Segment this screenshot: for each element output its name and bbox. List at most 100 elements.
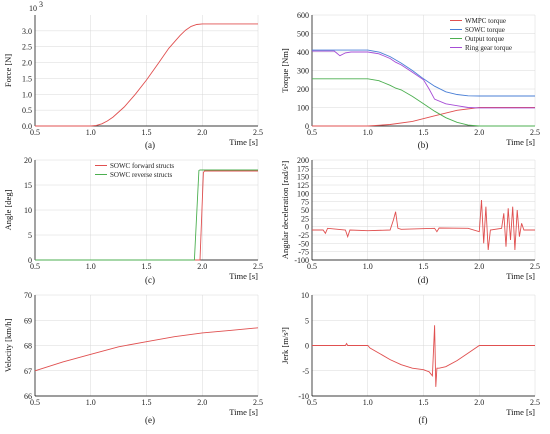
y-tick-label: -25 bbox=[298, 231, 309, 240]
x-tick-label: 2.0 bbox=[197, 262, 207, 271]
legend-label: SOWC forward structs bbox=[110, 162, 174, 170]
y-axis-label: Torque [Nm] bbox=[280, 48, 290, 93]
x-axis-label: Time [s] bbox=[506, 271, 535, 281]
y-tick-label: 15 bbox=[24, 181, 32, 190]
y-tick-label: 0.5 bbox=[22, 106, 32, 115]
y-tick-label: 300 bbox=[297, 67, 309, 76]
legend-label: Output torque bbox=[465, 35, 504, 43]
y-tick-label: 1.5 bbox=[22, 74, 32, 83]
y-tick-label: 20 bbox=[24, 156, 32, 165]
x-axis-label: Time [s] bbox=[229, 137, 258, 147]
x-tick-label: 2.5 bbox=[253, 128, 263, 137]
y-tick-label: 400 bbox=[297, 48, 309, 57]
y-tick-label: 50 bbox=[301, 206, 309, 215]
legend-label: WMPC torque bbox=[465, 17, 506, 25]
y-tick-label: 0 bbox=[305, 122, 309, 131]
axis-exponent: 10 bbox=[29, 4, 37, 13]
series-line bbox=[312, 49, 535, 97]
x-tick-label: 1.5 bbox=[142, 262, 152, 271]
x-tick-label: 2.0 bbox=[474, 398, 484, 407]
y-axis-label: Force [N] bbox=[3, 54, 13, 87]
x-tick-label: 2.5 bbox=[530, 262, 540, 271]
x-tick-label: 1.5 bbox=[419, 128, 429, 137]
x-tick-label: 2.0 bbox=[474, 128, 484, 137]
x-axis-label: Time [s] bbox=[229, 407, 258, 417]
x-tick-label: 2.0 bbox=[474, 262, 484, 271]
x-axis-label: Time [s] bbox=[506, 137, 535, 147]
y-tick-label: 3.0 bbox=[22, 27, 32, 36]
series-line bbox=[312, 325, 535, 387]
x-tick-label: 1.0 bbox=[86, 398, 96, 407]
y-tick-label: 175 bbox=[297, 164, 309, 173]
y-tick-label: 10 bbox=[24, 206, 32, 215]
panel-caption: (e) bbox=[145, 415, 155, 425]
series-line bbox=[35, 169, 258, 261]
y-tick-label: -50 bbox=[298, 239, 309, 248]
legend-label: SOWC torque bbox=[465, 26, 505, 34]
series-line bbox=[312, 50, 535, 109]
y-axis-label: Velocity [km/h] bbox=[3, 319, 13, 373]
y-tick-label: 75 bbox=[301, 198, 309, 207]
y-tick-label: 5 bbox=[28, 231, 32, 240]
x-tick-label: 2.5 bbox=[253, 398, 263, 407]
y-tick-label: -5 bbox=[302, 367, 309, 376]
y-tick-label: 2.5 bbox=[22, 43, 32, 52]
x-tick-label: 1.0 bbox=[363, 398, 373, 407]
panel-caption: (a) bbox=[145, 140, 155, 150]
y-tick-label: 0 bbox=[305, 223, 309, 232]
y-tick-label: 100 bbox=[297, 104, 309, 113]
y-tick-label: 10 bbox=[301, 291, 309, 300]
x-tick-label: 0.5 bbox=[30, 128, 40, 137]
y-tick-label: 200 bbox=[297, 156, 309, 165]
y-tick-label: 0.0 bbox=[22, 122, 32, 131]
series-line bbox=[35, 23, 258, 127]
x-tick-label: 1.5 bbox=[419, 398, 429, 407]
chart-1: 0.00.51.01.52.02.53.00.5 1.0 1.5 2.0 2.5Time… bbox=[3, 0, 263, 150]
series-line bbox=[34, 327, 259, 372]
x-tick-label: 0.5 bbox=[307, 128, 317, 137]
y-tick-label: 5 bbox=[305, 316, 309, 325]
x-tick-label: 0.5 bbox=[307, 398, 317, 407]
x-tick-label: 0.5 bbox=[307, 262, 317, 271]
x-tick-label: 2.0 bbox=[197, 398, 207, 407]
x-tick-label: 1.5 bbox=[142, 128, 152, 137]
y-tick-label: 25 bbox=[301, 214, 309, 223]
y-tick-label: 100 bbox=[297, 189, 309, 198]
x-tick-label: 2.5 bbox=[253, 262, 263, 271]
y-tick-label: 67 bbox=[24, 367, 32, 376]
x-tick-label: 0.5 bbox=[30, 262, 40, 271]
y-tick-label: 1.0 bbox=[22, 90, 32, 99]
y-axis-label: Jerk [m/s³] bbox=[280, 327, 290, 364]
panel-caption: (d) bbox=[418, 275, 429, 285]
x-tick-label: 1.0 bbox=[86, 128, 96, 137]
series-line bbox=[312, 78, 535, 127]
y-tick-label: 500 bbox=[297, 30, 309, 39]
x-tick-label: 0.5 bbox=[30, 398, 40, 407]
y-tick-label: -100 bbox=[294, 256, 309, 265]
y-tick-label: 70 bbox=[24, 291, 32, 300]
y-tick-label: -10 bbox=[298, 392, 309, 401]
series-line bbox=[312, 199, 535, 251]
y-tick-label: 200 bbox=[297, 85, 309, 94]
y-tick-label: 68 bbox=[24, 342, 32, 351]
x-tick-label: 1.0 bbox=[86, 262, 96, 271]
x-tick-label: 1.0 bbox=[363, 128, 373, 137]
panel-caption: (b) bbox=[418, 140, 429, 150]
x-tick-label: 2.5 bbox=[530, 398, 540, 407]
axis-exponent-power: 3 bbox=[39, 0, 43, 9]
x-tick-label: 1.0 bbox=[363, 262, 373, 271]
x-axis-label: Time [s] bbox=[229, 271, 258, 281]
x-tick-label: 2.5 bbox=[530, 128, 540, 137]
y-tick-label: -75 bbox=[298, 248, 309, 257]
y-axis-label: Angular deceleration [rad/s²] bbox=[280, 161, 290, 260]
x-tick-label: 2.0 bbox=[197, 128, 207, 137]
y-tick-label: 0 bbox=[305, 342, 309, 351]
y-tick-label: 2.0 bbox=[22, 59, 32, 68]
y-tick-label: 600 bbox=[297, 11, 309, 20]
y-tick-label: 125 bbox=[297, 181, 309, 190]
legend-label: SOWC reverse structs bbox=[110, 171, 172, 179]
